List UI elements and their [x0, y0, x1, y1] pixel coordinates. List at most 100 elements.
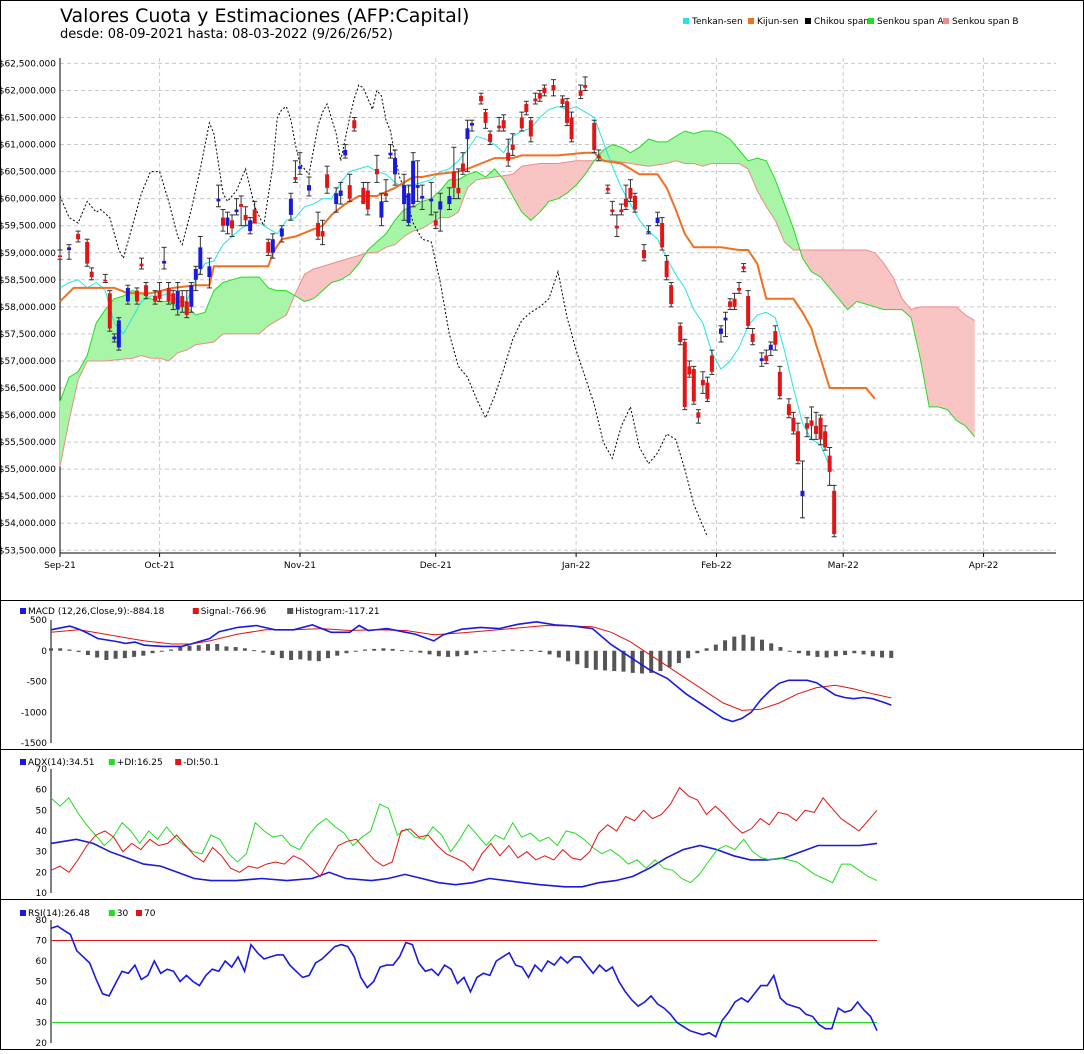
y-tick-label: 30	[36, 1019, 48, 1029]
kumo-cloud-segment	[141, 292, 147, 358]
y-tick-label: 50	[36, 978, 48, 988]
kumo-cloud-segment	[725, 135, 731, 164]
candle-body	[723, 317, 728, 321]
candle-body	[655, 217, 660, 223]
kumo-cloud-segment	[688, 132, 695, 164]
histogram-bar	[390, 648, 395, 651]
y-tick-label: -1000	[21, 708, 47, 718]
candle-body	[89, 271, 94, 278]
candle-body	[320, 231, 325, 237]
candle-body	[207, 266, 212, 278]
histogram-bar	[612, 650, 617, 672]
kumo-cloud-segment	[548, 163, 554, 202]
y-tick-label: 60	[36, 957, 48, 967]
histogram-bar	[603, 650, 608, 671]
kumo-cloud-segment	[956, 306, 962, 424]
candle-body	[583, 85, 588, 88]
candle-body	[166, 287, 171, 302]
histogram-bar	[519, 650, 524, 652]
candle-body	[103, 279, 108, 282]
legend-swatch	[683, 18, 689, 24]
y-tick-label: 60	[36, 786, 48, 796]
histogram-bar	[67, 649, 72, 651]
kumo-cloud-segment	[276, 290, 283, 321]
y-tick-label: $54,500.000	[0, 492, 56, 502]
kumo-cloud-segment	[661, 141, 668, 165]
histogram-bar	[196, 645, 201, 651]
candle-body	[406, 193, 411, 223]
histogram-bar	[593, 650, 598, 670]
kumo-cloud-segment	[177, 306, 183, 354]
histogram-bar	[353, 650, 358, 652]
candle-body	[153, 296, 158, 302]
candle-body	[578, 90, 583, 96]
kumo-cloud-segment	[874, 251, 880, 309]
main-legend: Tenkan-sen Kijun-sen Chikou span Senkou spa…	[683, 17, 1019, 27]
candle-body	[447, 195, 452, 205]
candle-body	[768, 344, 773, 351]
kumo-cloud-segment	[258, 276, 265, 335]
kumo-cloud-segment	[254, 276, 260, 335]
kumo-cloud-segment	[163, 301, 169, 362]
candle-body	[325, 174, 330, 188]
histogram-bar	[575, 650, 580, 665]
histogram-bar	[205, 643, 210, 651]
kumo-cloud-segment	[240, 276, 246, 335]
macd-line	[50, 620, 892, 723]
histogram-bar	[298, 650, 303, 660]
candle-body	[420, 195, 425, 199]
kumo-cloud-segment	[811, 249, 817, 275]
candle-body	[139, 263, 144, 267]
candle-body	[465, 128, 470, 140]
candle-body	[750, 333, 755, 343]
kumo-cloud-segment	[308, 268, 314, 301]
histogram-bar	[861, 650, 866, 655]
histogram-bar	[233, 647, 238, 651]
y-tick-label: $60,500.000	[0, 168, 56, 178]
kumo-cloud-segment	[213, 285, 219, 343]
candle-body	[365, 190, 370, 210]
histogram-bar	[732, 636, 737, 651]
kumo-cloud-segment	[263, 281, 269, 331]
kumo-cloud-segment	[525, 164, 532, 221]
kumo-cloud-segment	[946, 306, 953, 416]
kumo-cloud-segment	[951, 306, 957, 422]
candle-body	[134, 290, 139, 302]
candle-body	[270, 239, 275, 253]
candle-body	[288, 198, 293, 215]
kumo-cloud-segment	[150, 298, 156, 359]
kumo-cloud-segment	[937, 306, 944, 409]
y-tick-label: $54,000.000	[0, 519, 56, 529]
histogram-bar	[399, 650, 404, 652]
candle-body	[239, 204, 244, 207]
candle-body	[469, 122, 474, 126]
kumo-cloud-segment	[95, 315, 101, 362]
histogram-bar	[815, 650, 820, 657]
x-tick-label: Jan-22	[561, 561, 591, 571]
candle-body	[519, 117, 524, 129]
x-tick-label: Dec-21	[420, 561, 452, 571]
histogram-bar	[169, 649, 174, 651]
price-plot: $62,500.000 $62,000.000 $61,500.000 $61,000…	[0, 58, 1056, 571]
legend-label: Senkou span B	[952, 17, 1019, 27]
candle-body	[230, 220, 235, 229]
kumo-cloud-segment	[611, 144, 618, 162]
candle-body	[460, 163, 465, 172]
kumo-cloud-segment	[539, 163, 545, 214]
histogram-bar	[418, 650, 423, 653]
kumo-cloud-segment	[928, 306, 935, 408]
candle-body	[786, 404, 791, 416]
kumo-cloud-segment	[566, 161, 572, 194]
histogram-bar	[381, 648, 386, 651]
histogram-bar	[141, 650, 146, 656]
candle-body	[411, 160, 416, 205]
candle-body	[279, 228, 284, 237]
histogram-bar	[843, 650, 848, 656]
y-tick-label: 20	[36, 868, 48, 878]
legend-swatch	[748, 18, 754, 24]
y-tick-label: 70	[36, 765, 48, 775]
candle-body	[596, 155, 601, 159]
legend-label: -DI:50.1	[183, 758, 219, 768]
candle-body	[125, 287, 130, 302]
histogram-bar	[704, 648, 709, 651]
